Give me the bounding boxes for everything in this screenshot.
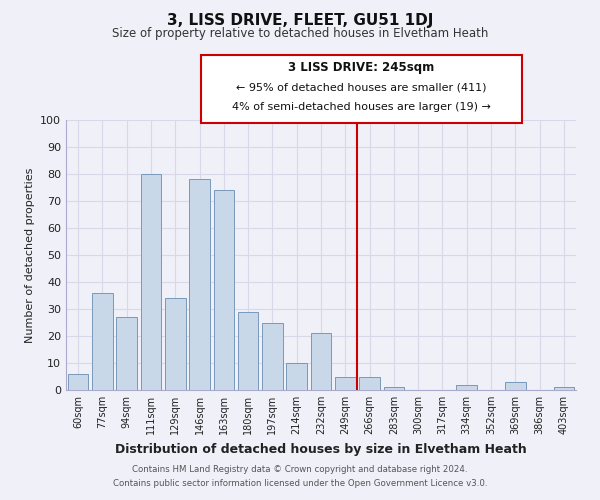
Bar [286, 363, 307, 390]
Text: Size of property relative to detached houses in Elvetham Heath: Size of property relative to detached ho… [112, 28, 488, 40]
Y-axis label: Number of detached properties: Number of detached properties [25, 168, 35, 342]
Bar [457, 384, 477, 390]
Bar [383, 388, 404, 390]
Bar [214, 190, 234, 390]
Bar [335, 376, 356, 390]
Bar [505, 382, 526, 390]
Bar [116, 317, 137, 390]
Bar [359, 376, 380, 390]
Bar [140, 174, 161, 390]
Bar [165, 298, 185, 390]
Bar [92, 293, 113, 390]
Bar [262, 322, 283, 390]
Text: 4% of semi-detached houses are larger (19) →: 4% of semi-detached houses are larger (1… [232, 102, 491, 113]
X-axis label: Distribution of detached houses by size in Elvetham Heath: Distribution of detached houses by size … [115, 442, 527, 456]
Text: Contains HM Land Registry data © Crown copyright and database right 2024.
Contai: Contains HM Land Registry data © Crown c… [113, 466, 487, 487]
Bar [311, 334, 331, 390]
Bar [238, 312, 259, 390]
Bar [189, 180, 210, 390]
Text: 3 LISS DRIVE: 245sqm: 3 LISS DRIVE: 245sqm [289, 61, 434, 74]
Text: 3, LISS DRIVE, FLEET, GU51 1DJ: 3, LISS DRIVE, FLEET, GU51 1DJ [167, 12, 433, 28]
Text: ← 95% of detached houses are smaller (411): ← 95% of detached houses are smaller (41… [236, 82, 487, 92]
Bar [554, 388, 574, 390]
Bar [68, 374, 88, 390]
